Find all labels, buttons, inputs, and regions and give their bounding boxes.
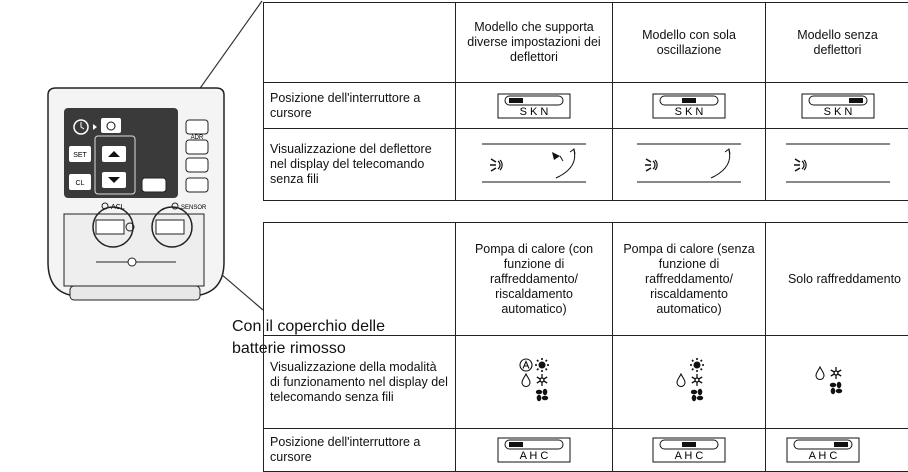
cell: S K N [766,83,908,129]
cell: A H C [456,429,613,472]
mode-icons [504,355,564,405]
row-label: Posizione dell'interruttore a cursore [264,429,456,472]
slide-switch: A H C [497,437,571,463]
row-label: Visualizzazione del deflettore nel displ… [264,129,456,201]
cell [613,336,766,429]
cell: S K N [613,83,766,129]
column-header: Modello senza deflettori [766,3,908,83]
cell [766,129,908,201]
slide-switch: S K N [801,93,875,119]
column-header: Modello che supporta diverse impostazion… [456,3,613,83]
cell [766,336,908,429]
louver-display [474,138,594,188]
cell [264,3,456,83]
mode-icons [659,355,719,405]
switch-letters: A H C [675,450,704,462]
column-header: Pompa di calore (senza funzione di raffr… [613,223,766,336]
louver-display [629,138,749,188]
table: Pompa di calore (con funzione di raffred… [263,222,908,472]
switch-letters: S K N [520,106,549,118]
row-label: Visualizzazione della modalità di funzio… [264,336,456,429]
cell: A H C [613,429,766,472]
switch-letters: S K N [823,106,852,118]
column-header: Pompa di calore (con funzione di raffred… [456,223,613,336]
slide-switch: A H C [786,437,860,463]
slide-switch: A H C [652,437,726,463]
table: Modello che supporta diverse impostazion… [263,2,908,201]
cell [613,129,766,201]
slide-switch: S K N [497,93,571,119]
cell [456,336,613,429]
button-label: ADR [191,135,204,141]
cell: S K N [456,83,613,129]
table-1: Modello che supporta diverse impostazion… [263,2,908,201]
cell: A H C [766,429,908,472]
table-2: Pompa di calore (con funzione di raffred… [263,222,908,472]
mode-icons [810,355,870,405]
button-label: CL [76,180,85,187]
button-label: SENSOR [181,205,207,211]
switch-letters: S K N [675,106,704,118]
button-label: SET [73,152,87,159]
row-label: Posizione dell'interruttore a cursore [264,83,456,129]
column-header: Modello con sola oscillazione [613,3,766,83]
louver-display [778,138,898,188]
switch-letters: A H C [809,450,838,462]
cell [456,129,613,201]
cell [264,223,456,336]
switch-letters: A H C [520,450,549,462]
column-header: Solo raffreddamento [766,223,908,336]
slide-switch: S K N [652,93,726,119]
